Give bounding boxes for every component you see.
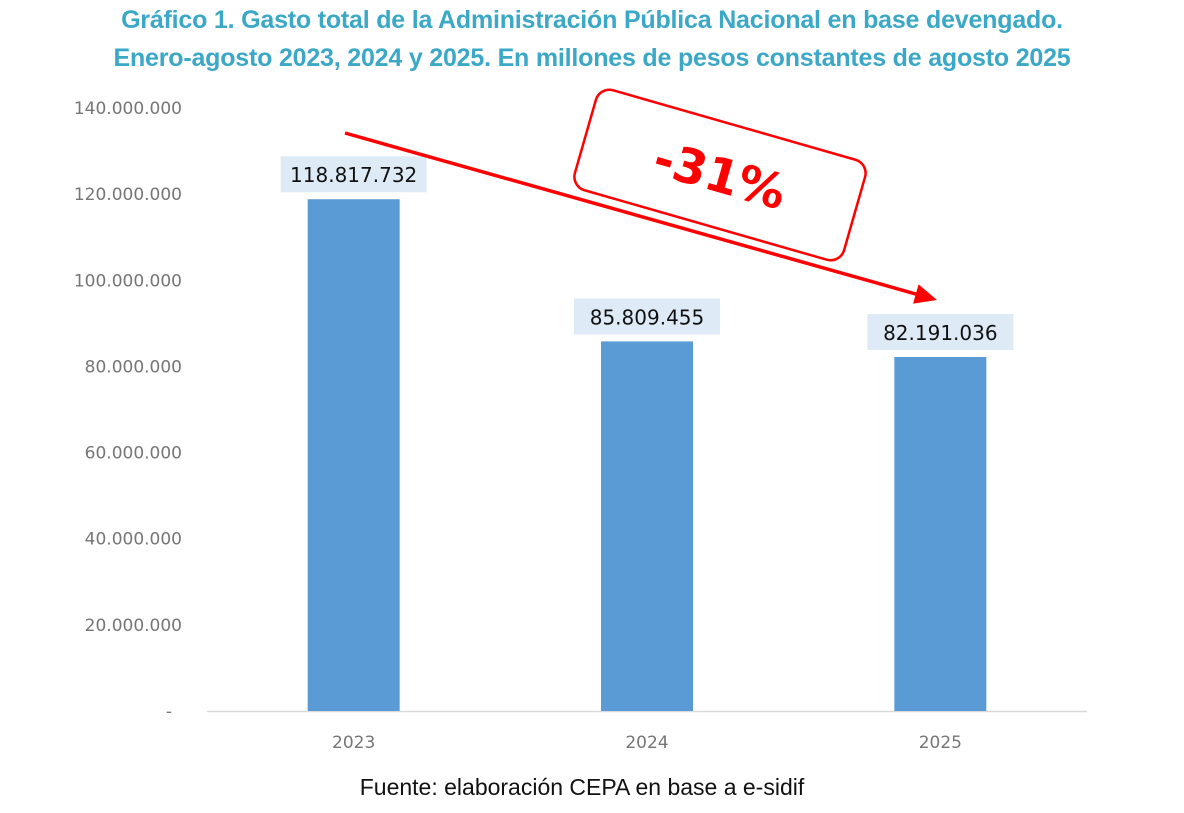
chart-title: Gráfico 1. Gasto total de la Administrac… [121,6,1063,34]
bar-2023 [307,199,400,712]
x-tick-label: 2024 [625,733,668,753]
trend-arrow-line [344,131,917,296]
data-label-bg-2023 [280,156,427,193]
source-note: Fuente: elaboración CEPA en base a e-sid… [359,774,805,800]
y-tick-label: 120.000.000 [74,185,182,205]
y-tick-label: 20.000.000 [85,616,182,636]
data-label-bg-2025 [867,313,1014,350]
data-label-2025: 82.191.036 [883,321,998,345]
bar-2025 [894,356,987,711]
change-badge-border [573,88,867,262]
chart-subtitle: Enero-agosto 2023, 2024 y 2025. En millo… [113,44,1071,72]
x-axis: 2023 2024 2025 [332,733,962,753]
bars-group: 118.817.732 85.809.455 82.191.036 [280,156,1014,712]
data-label-2024: 85.809.455 [590,305,705,329]
change-badge: -31% [573,88,867,262]
data-label-2023: 118.817.732 [290,163,417,187]
y-tick-label: 100.000.000 [74,271,182,291]
bar-2024 [601,341,693,711]
y-tick-label: - [166,702,172,722]
y-tick-label: 60.000.000 [85,444,182,464]
y-axis: - 20.000.000 40.000.000 60.000.000 80.000.00… [74,99,182,722]
y-tick-label: 40.000.000 [85,530,182,550]
y-tick-label: 140.000.000 [74,99,182,119]
change-annotation: -31% [344,88,937,304]
data-label-bg-2024 [574,298,720,335]
trend-arrow-head [913,284,937,304]
y-tick-label: 80.000.000 [85,357,182,377]
x-tick-label: 2023 [332,733,375,753]
x-tick-label: 2025 [919,733,962,753]
